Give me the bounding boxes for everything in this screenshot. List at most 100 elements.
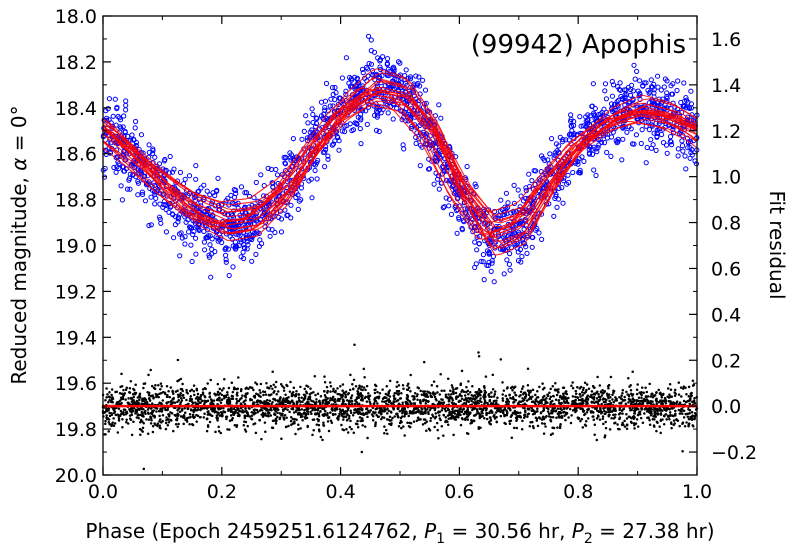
residual-point — [374, 411, 377, 414]
residual-point — [236, 411, 240, 415]
residual-point — [254, 431, 258, 435]
residual-point — [618, 416, 622, 419]
residual-point — [559, 423, 562, 426]
observed-point — [288, 202, 294, 208]
residual-point — [383, 409, 387, 412]
residual-point — [209, 378, 212, 382]
observed-point — [675, 146, 681, 152]
residual-point — [526, 383, 530, 387]
observed-point — [123, 98, 129, 104]
residual-point — [141, 398, 145, 401]
residual-point — [655, 420, 659, 424]
residual-point — [681, 412, 684, 416]
residual-point — [154, 384, 157, 387]
residual-point — [265, 409, 268, 412]
residual-point — [374, 388, 377, 391]
residual-point — [354, 384, 358, 388]
residual-point — [589, 410, 593, 413]
residual-point — [110, 400, 113, 404]
residual-point — [578, 392, 582, 396]
residual-point — [258, 418, 262, 422]
residual-point — [222, 387, 225, 390]
residual-point — [243, 428, 247, 431]
observed-point — [497, 246, 504, 252]
residual-point — [681, 407, 684, 411]
residual-point — [643, 412, 646, 415]
residual-point — [321, 401, 324, 405]
residual-point — [331, 409, 334, 412]
residual-point — [620, 394, 623, 398]
residual-point — [564, 390, 568, 393]
residual-point — [693, 417, 696, 421]
residual-point — [643, 408, 646, 411]
residual-point — [692, 415, 696, 418]
residual-point — [265, 381, 268, 385]
residual-point — [268, 393, 272, 397]
observed-point — [193, 235, 199, 241]
residual-point — [201, 388, 205, 391]
residual-point — [584, 424, 588, 428]
residual-point — [624, 402, 628, 406]
observed-point — [651, 87, 657, 93]
residual-point — [140, 408, 144, 411]
residual-point — [601, 417, 605, 420]
observed-point — [681, 80, 687, 86]
residual-point — [601, 388, 604, 392]
observed-point — [207, 242, 213, 248]
residual-point — [218, 396, 221, 400]
residual-point — [152, 386, 156, 390]
residual-point — [552, 407, 555, 411]
residual-point — [331, 390, 335, 393]
residual-point — [365, 407, 368, 411]
residual-point — [620, 409, 624, 412]
observed-point — [266, 226, 272, 232]
residual-point — [297, 423, 300, 427]
residual-point — [149, 368, 152, 372]
residual-point — [499, 358, 503, 361]
residual-point — [237, 376, 240, 379]
residual-point — [161, 406, 164, 410]
residual-point — [638, 410, 642, 414]
residual-point — [526, 367, 530, 371]
residual-point — [535, 419, 539, 422]
residual-point — [329, 396, 332, 400]
observed-point — [679, 138, 685, 144]
residual-point — [334, 390, 337, 394]
residual-point — [333, 409, 337, 412]
residual-point — [519, 394, 522, 397]
residual-point — [161, 419, 164, 423]
residual-point — [357, 402, 361, 406]
residual-point — [122, 388, 125, 392]
residual-point — [527, 391, 531, 395]
observed-point — [209, 236, 215, 242]
residual-point — [113, 411, 116, 415]
residual-point — [607, 386, 610, 390]
residual-point — [606, 394, 609, 397]
observed-point — [322, 164, 328, 170]
residual-point — [110, 412, 113, 415]
residual-point — [683, 425, 687, 428]
observed-point — [201, 239, 207, 245]
residual-point — [284, 425, 288, 429]
observed-point — [157, 214, 163, 220]
residual-point — [179, 387, 183, 391]
residual-point — [274, 385, 277, 389]
residual-point — [155, 410, 158, 413]
residual-point — [340, 423, 343, 427]
residual-point — [507, 407, 510, 410]
residual-point — [326, 391, 329, 394]
residual-point — [633, 427, 636, 430]
observed-point — [175, 219, 181, 225]
residual-point — [139, 433, 142, 436]
residual-point — [544, 402, 547, 405]
residual-point — [352, 431, 356, 435]
residual-point — [226, 391, 229, 394]
residual-point — [523, 402, 526, 405]
residual-point — [519, 411, 522, 415]
residual-point — [138, 407, 142, 411]
residual-point — [592, 418, 596, 421]
residual-point — [311, 433, 314, 437]
residual-point — [603, 409, 606, 413]
observed-point — [464, 163, 470, 170]
residual-point — [349, 400, 352, 403]
